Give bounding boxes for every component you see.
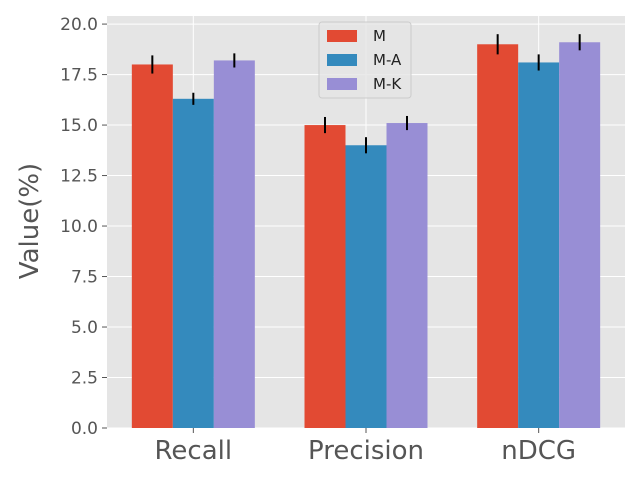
y-tick-label: 12.5 (60, 167, 98, 187)
bar-m-precision (304, 125, 346, 428)
error-bars (151, 34, 581, 154)
y-tick-label: 7.5 (71, 268, 98, 288)
legend-label-m: M (373, 27, 386, 45)
bar-m-a-precision (345, 145, 387, 429)
legend-label-m-a: M-A (373, 51, 402, 69)
y-tick-label: 15.0 (60, 116, 98, 136)
x-axis-ticks: Recall Precision nDCG (155, 428, 576, 466)
legend-swatch-m-a (327, 54, 357, 66)
bar-m-recall (131, 64, 173, 429)
y-axis-ticks: 0.0 2.5 5.0 7.5 10.0 12.5 15.0 17.5 20.0 (60, 15, 107, 439)
y-tick-label: 2.5 (71, 369, 98, 389)
x-tick-label-recall: Recall (155, 436, 233, 466)
y-tick-label: 0.0 (71, 419, 98, 439)
x-tick-label-ndcg: nDCG (501, 436, 576, 466)
y-tick-label: 5.0 (71, 318, 98, 338)
bar-m-a-recall (172, 98, 214, 428)
y-tick-label: 20.0 (60, 15, 98, 35)
bar-m-k-precision (386, 123, 428, 428)
legend-swatch-m (327, 30, 357, 42)
bar-m-k-recall (213, 60, 255, 429)
bar-m-k-ndcg (559, 42, 601, 428)
bars (131, 42, 601, 429)
y-tick-label: 17.5 (60, 66, 98, 86)
legend: M M-A M-K (318, 21, 412, 99)
legend-swatch-m-k (327, 78, 357, 90)
y-tick-label: 10.0 (60, 217, 98, 237)
y-axis-label: Value(%) (15, 163, 45, 279)
bar-m-ndcg (477, 44, 519, 429)
legend-label-m-k: M-K (373, 75, 402, 93)
bar-m-a-ndcg (518, 62, 560, 428)
x-tick-label-precision: Precision (308, 436, 424, 466)
